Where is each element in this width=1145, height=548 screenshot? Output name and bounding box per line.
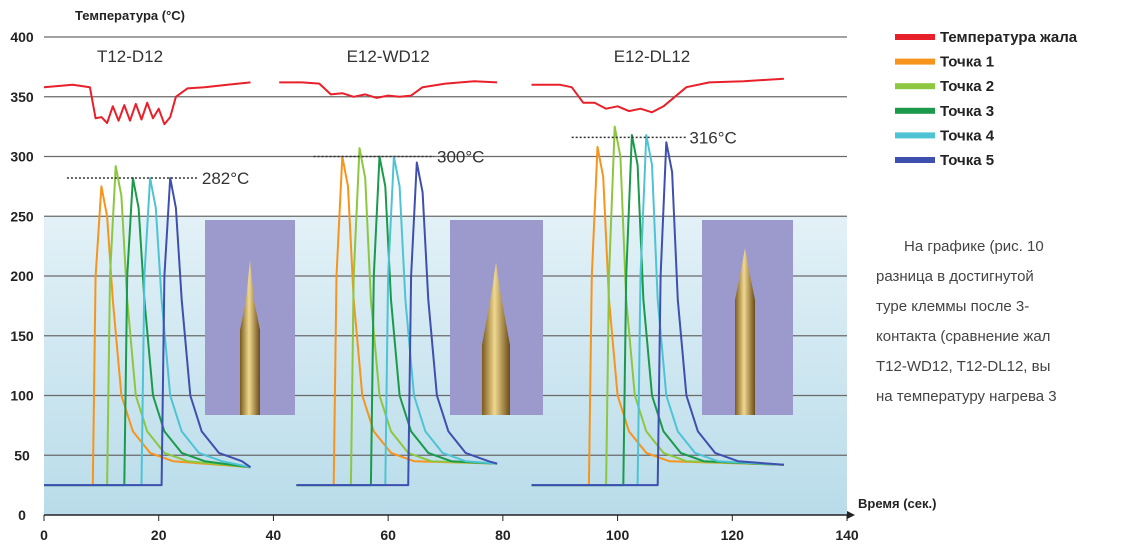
x-axis-title: Время (сек.) bbox=[858, 496, 936, 511]
y-tick-label: 150 bbox=[10, 328, 34, 344]
series-line bbox=[43, 77, 784, 126]
legend-label: Точка 5 bbox=[940, 152, 994, 169]
tip-shape bbox=[735, 248, 755, 415]
y-tick-label: 300 bbox=[10, 149, 34, 165]
y-axis-title: Температура (°C) bbox=[75, 8, 185, 23]
tip-shape bbox=[482, 262, 510, 415]
x-axis-arrow bbox=[847, 511, 855, 519]
legend-swatch bbox=[895, 58, 935, 65]
y-tick-label: 100 bbox=[10, 388, 34, 404]
legend-label: Точка 4 bbox=[940, 127, 995, 144]
legend-swatch bbox=[895, 157, 935, 163]
segment-label: T12-D12 bbox=[97, 47, 163, 66]
paragraph-line: T12-WD12, T12-DL12, вы bbox=[876, 358, 1051, 375]
legend-swatch bbox=[895, 107, 935, 114]
legend-label: Точка 2 bbox=[940, 78, 994, 95]
series-line bbox=[44, 134, 784, 487]
paragraph-line: туре клеммы после 3- bbox=[876, 298, 1030, 315]
x-tick-label: 100 bbox=[606, 527, 630, 543]
series-line bbox=[44, 141, 784, 487]
x-tick-label: 40 bbox=[266, 527, 282, 543]
x-tick-label: 20 bbox=[151, 527, 167, 543]
tip-shape bbox=[240, 260, 260, 415]
paragraph-line: На графике (рис. 10 bbox=[904, 238, 1044, 255]
y-tick-label: 400 bbox=[10, 29, 34, 45]
legend-label: Точка 1 bbox=[940, 54, 994, 71]
x-tick-label: 60 bbox=[380, 527, 396, 543]
x-tick-label: 0 bbox=[40, 527, 48, 543]
annotation-label: 300°C bbox=[437, 148, 484, 167]
y-tick-label: 50 bbox=[14, 447, 30, 463]
y-tick-label: 0 bbox=[18, 507, 26, 523]
segment-label: E12-WD12 bbox=[347, 47, 430, 66]
annotation-label: 316°C bbox=[689, 128, 736, 147]
x-tick-label: 80 bbox=[495, 527, 511, 543]
paragraph: На графике (рис. 10 разница в достигнутой… bbox=[876, 232, 1145, 412]
paragraph-line: разница в достигнутой bbox=[876, 268, 1034, 285]
legend-swatch bbox=[895, 132, 935, 139]
segment-label: E12-DL12 bbox=[614, 47, 691, 66]
x-tick-label: 120 bbox=[721, 527, 745, 543]
y-tick-label: 350 bbox=[10, 89, 34, 105]
legend-label: Температура жала bbox=[940, 29, 1078, 46]
y-tick-label: 200 bbox=[10, 268, 34, 284]
annotation-label: 282°C bbox=[202, 169, 249, 188]
legend-label: Точка 3 bbox=[940, 103, 994, 120]
x-tick-label: 140 bbox=[835, 527, 859, 543]
y-tick-label: 250 bbox=[10, 208, 34, 224]
tip-photos bbox=[205, 220, 793, 415]
legend-swatch bbox=[895, 83, 935, 90]
paragraph-line: на температуру нагрева 3 bbox=[876, 388, 1057, 405]
legend-swatch bbox=[895, 34, 935, 40]
paragraph-line: контакта (сравнение жал bbox=[876, 328, 1051, 345]
